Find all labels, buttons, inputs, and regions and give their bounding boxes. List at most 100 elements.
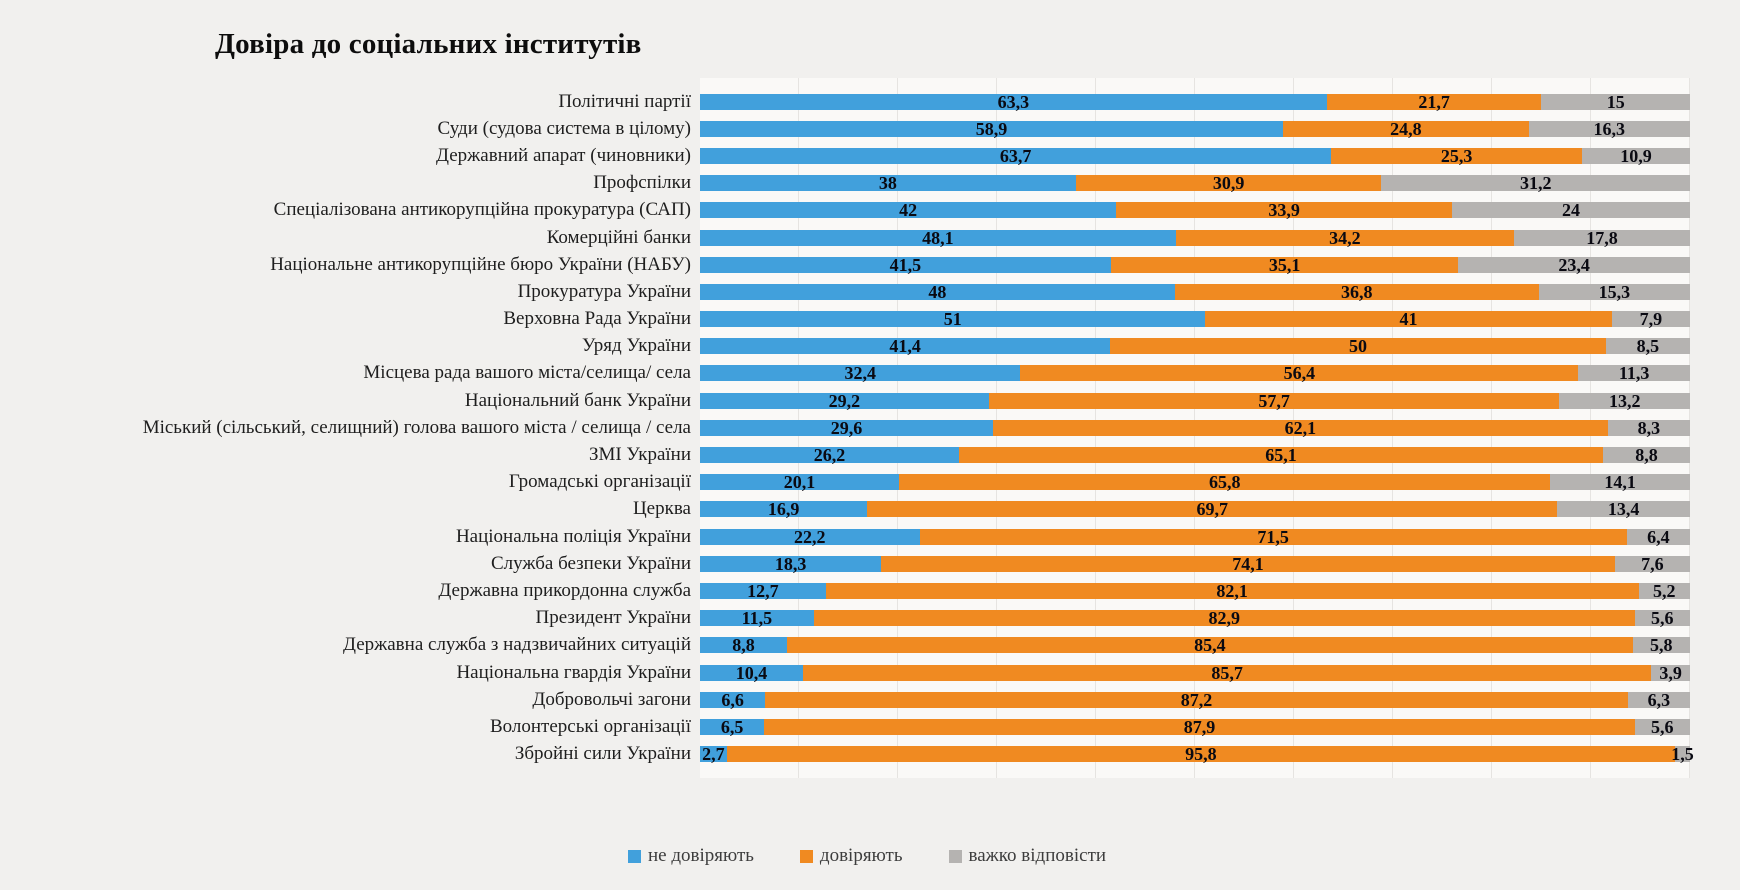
bar-track: 63,7 25,3 10,9 [700,145,1690,166]
bar-row: Державна прикордонна служба 12,7 82,1 5,2 [0,577,1700,604]
bar-segment-ne-doviryayut: 18,3 [700,555,882,573]
value-label: 12,7 [747,580,779,601]
bar-segment-doviryayut: 85,4 [787,636,1633,654]
value-label: 30,9 [1212,173,1245,194]
category-label: Національна гвардія України [456,661,691,683]
chart-title: Довіра до соціальних інститутів [215,28,642,60]
category-label: Національна поліція України [455,525,691,547]
value-label: 15,3 [1598,281,1631,302]
value-label: 87,2 [1180,689,1213,710]
category-label: Уряд України [582,335,691,357]
bar-segment-doviryayut: 24,8 [1283,118,1529,139]
bar-segment-ne-doviryayut: 29,6 [700,417,994,438]
bar-track: 32,4 56,4 11,3 [700,363,1690,384]
bar-segment-vazhko-vidpovisty: 8,3 [1607,419,1690,437]
bar-segment-ne-doviryayut: 2,7 [700,744,727,765]
value-label: 63,3 [997,91,1030,112]
value-label: 58,9 [975,118,1008,139]
bar-row: Національна гвардія України 10,4 85,7 3,9 [0,659,1700,686]
value-label: 25,3 [1440,145,1473,166]
value-label: 5,6 [1651,716,1674,737]
bar-segment-ne-doviryayut: 41,5 [700,256,1111,274]
bar-track: 20,1 65,8 14,1 [700,472,1690,493]
value-label: 24,8 [1390,118,1422,139]
category-label: Державний апарат (чиновники) [436,144,691,166]
bar-row: Політичні партії 63,3 21,7 15 [0,88,1700,115]
bar-track: 22,2 71,5 6,4 [700,526,1690,547]
value-label: 1,5 [1671,744,1694,765]
value-label: 62,1 [1284,417,1317,438]
bar-track: 58,9 24,8 16,3 [700,118,1690,139]
bar-segment-vazhko-vidpovisty: 8,8 [1602,445,1690,466]
bar-row: ЗМІ України 26,2 65,1 8,8 [0,441,1700,468]
value-label: 42 [899,200,918,221]
bar-segment-ne-doviryayut: 63,3 [700,91,1327,112]
bar-segment-doviryayut: 74,1 [881,555,1615,573]
bar-segment-vazhko-vidpovisty: 17,8 [1513,227,1690,248]
bar-segment-ne-doviryayut: 10,4 [700,662,803,683]
bar-segment-vazhko-vidpovisty: 6,3 [1627,691,1690,709]
bar-segment-vazhko-vidpovisty: 1,5 [1671,745,1694,763]
bar-segment-vazhko-vidpovisty: 7,9 [1611,309,1690,330]
value-label: 36,8 [1340,281,1373,302]
bar-track: 42 33,9 24 [700,200,1690,221]
value-label: 38 [878,173,897,194]
bar-row: Національний банк України 29,2 57,7 13,2 [0,387,1700,414]
category-label: Міський (сільський, селищний) голова ваш… [142,416,691,438]
bar-segment-vazhko-vidpovisty: 5,8 [1632,636,1690,654]
value-label: 2,7 [702,744,725,765]
value-label: 82,1 [1216,580,1248,601]
bar-track: 16,9 69,7 13,4 [700,499,1690,520]
bar-row: Суди (судова система в цілому) 58,9 24,8 16… [0,115,1700,142]
bar-segment-vazhko-vidpovisty: 14,1 [1550,472,1690,493]
bar-track: 2,7 95,8 1,5 [700,744,1694,765]
category-label: Місцева рада вашого міста/селища/ села [363,362,691,384]
value-label: 10,4 [735,662,768,683]
bar-track: 29,6 62,1 8,3 [700,417,1690,438]
value-label: 87,9 [1183,716,1216,737]
bar-track: 10,4 85,7 3,9 [700,662,1690,683]
bar-segment-doviryayut: 65,1 [959,446,1603,464]
value-label: 71,5 [1257,526,1289,547]
category-label: Церква [632,498,691,520]
bar-segment-vazhko-vidpovisty: 6,4 [1626,528,1690,546]
value-label: 7,9 [1639,309,1663,330]
bar-row: Верховна Рада України 51 41 7,9 [0,306,1700,333]
value-label: 3,9 [1659,662,1682,683]
bar-row: Президент України 11,5 82,9 5,6 [0,605,1700,632]
category-label: Національне антикорупційне бюро України … [270,253,691,275]
bar-segment-doviryayut: 82,1 [825,580,1639,601]
category-label: Профспілки [593,172,691,194]
bar-segment-ne-doviryayut: 26,2 [700,446,960,464]
value-label: 51 [943,309,962,330]
value-label: 33,9 [1268,200,1300,221]
value-label: 85,7 [1211,662,1243,683]
category-label: Волонтерські організації [489,715,691,737]
bar-segment-doviryayut: 71,5 [919,526,1627,547]
stacked-bar-chart: Політичні партії 63,3 21,7 15 Суди (судова с… [0,78,1700,778]
category-label: Комерційні банки [546,226,691,248]
bar-segment-vazhko-vidpovisty: 16,3 [1528,120,1690,138]
value-label: 15 [1606,91,1625,112]
bar-row: Церква 16,9 69,7 13,4 [0,496,1700,523]
category-label: Верховна Рада України [503,308,691,330]
bar-segment-ne-doviryayut: 12,7 [700,580,826,601]
value-label: 8,8 [1635,445,1658,466]
value-label: 14,1 [1604,472,1636,493]
value-label: 11,3 [1618,363,1650,384]
legend-swatch-gray-icon [948,849,962,863]
category-label: Політичні партії [558,90,691,112]
bar-segment-doviryayut: 50 [1110,337,1606,355]
bar-segment-vazhko-vidpovisty: 15,3 [1538,281,1690,302]
bar-row: Уряд України 41,4 50 8,5 [0,333,1700,360]
bar-segment-ne-doviryayut: 48,1 [700,229,1176,247]
value-label: 31,2 [1519,173,1552,194]
category-label: Служба безпеки України [490,552,691,574]
value-label: 17,8 [1586,227,1618,248]
bar-segment-doviryayut: 56,4 [1020,364,1579,382]
bar-segment-ne-doviryayut: 51 [700,309,1206,330]
value-label: 21,7 [1418,91,1450,112]
value-label: 13,4 [1607,499,1640,520]
bar-segment-vazhko-vidpovisty: 10,9 [1581,147,1690,165]
value-label: 29,6 [830,417,863,438]
